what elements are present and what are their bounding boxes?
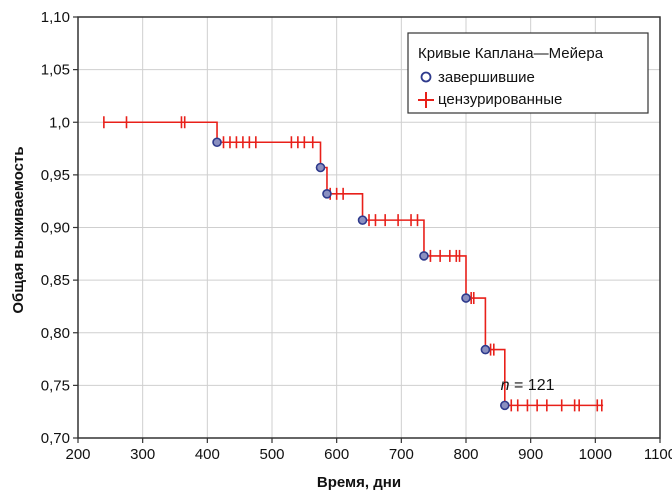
legend-event-label: завершившие [438,69,535,86]
event-point [499,400,510,411]
sample-size-annotation: n = 121 [501,377,555,394]
legend-event-marker [420,71,432,83]
legend-censored-label: цензурированные [438,91,562,108]
x-axis: 200 300 400 500 600 700 800 900 1000 1100 [65,438,672,463]
x-tick-label: 900 [518,446,543,463]
annotation-value: = 121 [510,377,555,394]
event-point [322,189,332,199]
x-tick-label: 500 [259,446,284,463]
legend-title: Кривые Каплана—Мейера [418,45,604,62]
event-point [315,162,326,173]
y-tick-label: 0,75 [41,377,70,394]
event-point [480,344,491,355]
x-tick-label: 200 [65,446,90,463]
x-tick-label: 400 [195,446,220,463]
event-point [461,293,471,303]
y-tick-label: 0,90 [41,220,70,237]
x-tick-label: 1100 [644,446,672,463]
x-tick-label: 700 [389,446,414,463]
event-point [357,215,368,225]
x-axis-title: Время, дни [317,474,401,491]
event-point [419,251,429,261]
legend-box [407,32,649,114]
y-tick-label: 0,80 [41,325,70,342]
y-tick-label: 1,0 [49,114,70,131]
y-tick-label: 0,85 [41,272,70,289]
survival-curve [103,121,604,407]
plot-area [77,16,661,439]
y-tick-label: 1,10 [41,9,70,26]
event-point [212,137,222,148]
survival-step-line [103,121,604,407]
x-tick-label: 300 [130,446,155,463]
y-axis: 0,70 0,75 0,80 0,85 0,90 0,95 1,0 1,05 1,10 [41,9,78,447]
y-axis-title: Общая выживаемость [10,146,27,313]
y-tick-label: 1,05 [41,62,70,79]
x-tick-label: 800 [453,446,478,463]
legend: Кривые Каплана—Мейера завершившие цензур… [407,32,649,114]
event-marks [212,137,510,411]
y-tick-label: 0,70 [41,430,70,447]
x-tick-label: 1000 [579,446,612,463]
y-tick-label: 0,95 [41,167,70,184]
annotation-n: n [501,377,510,394]
x-tick-label: 600 [324,446,349,463]
censored-marks [103,116,603,412]
